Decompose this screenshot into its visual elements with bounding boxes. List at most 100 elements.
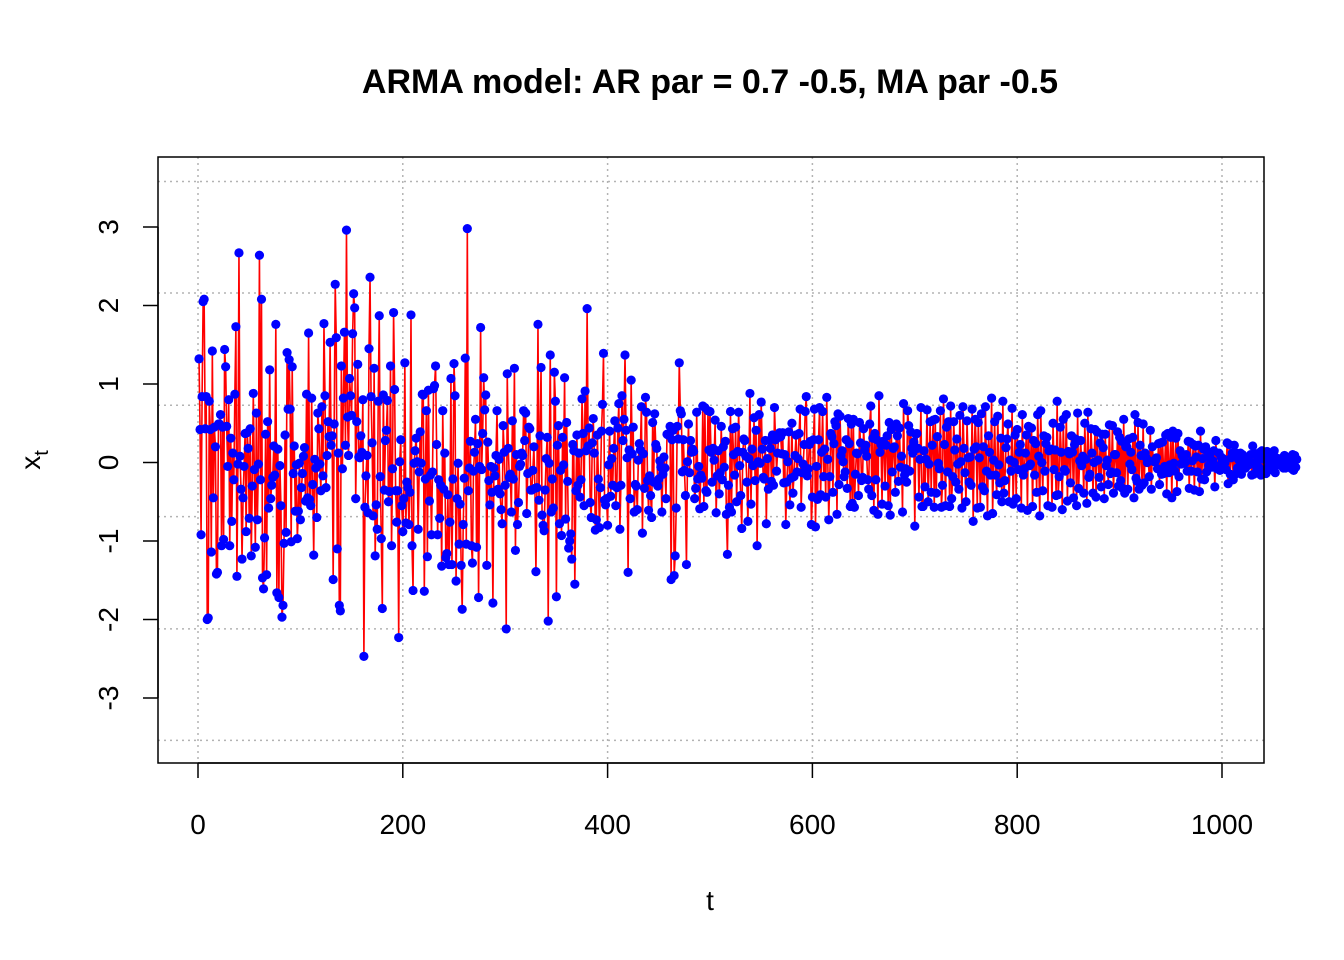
data-point-513	[719, 462, 729, 472]
data-point-357	[559, 373, 570, 383]
data-point-558	[765, 443, 776, 453]
data-point-293	[494, 454, 504, 464]
data-point-316	[518, 450, 528, 461]
x-tick-label-0: 0	[190, 809, 206, 840]
data-point-311	[512, 519, 523, 530]
data-point-178	[376, 534, 386, 544]
data-point-177	[375, 472, 385, 482]
data-point-754	[966, 480, 976, 490]
data-point-895	[1110, 450, 1121, 460]
data-point-407	[611, 501, 621, 511]
data-point-424	[628, 422, 638, 432]
data-point-740	[952, 434, 962, 444]
data-point-110	[307, 393, 317, 403]
data-point-86	[282, 348, 292, 358]
data-point-743	[955, 410, 965, 420]
data-point-552	[759, 474, 769, 484]
data-point-37	[232, 571, 242, 581]
data-point-616	[825, 472, 835, 482]
data-point-767	[979, 486, 990, 496]
data-point-842	[1056, 447, 1066, 457]
data-point-275	[476, 322, 486, 333]
data-point-171	[369, 363, 379, 373]
data-point-270	[470, 414, 481, 424]
data-point-297	[498, 421, 508, 431]
data-point-867	[1082, 498, 1092, 508]
data-point-64	[259, 533, 270, 543]
data-point-101	[297, 468, 308, 479]
data-point-738	[950, 445, 960, 455]
data-point-111	[308, 479, 318, 490]
data-point-191	[390, 384, 400, 395]
data-point-314	[515, 459, 526, 469]
data-point-635	[844, 439, 854, 449]
data-point-900	[1116, 475, 1126, 486]
data-point-680	[890, 487, 900, 497]
data-point-296	[497, 519, 507, 529]
data-point-92	[288, 468, 298, 479]
data-point-125	[322, 450, 332, 461]
data-point-919	[1135, 440, 1145, 450]
data-point-838	[1052, 396, 1062, 406]
data-point-835	[1049, 464, 1059, 475]
data-point-477	[682, 457, 693, 467]
data-point-61	[256, 294, 267, 304]
data-point-675	[885, 510, 895, 520]
data-point-375	[578, 428, 588, 439]
data-point-911	[1127, 464, 1137, 475]
data-point-975	[1192, 467, 1203, 477]
data-point-259	[459, 473, 469, 483]
data-point-572	[780, 450, 790, 460]
data-point-964	[1181, 450, 1191, 460]
data-point-183	[381, 425, 392, 435]
data-point-652	[862, 451, 872, 461]
data-point-766	[978, 442, 989, 452]
data-point-466	[671, 503, 681, 513]
data-point-1029	[1248, 441, 1258, 451]
data-point-320	[522, 508, 532, 519]
grid-lines	[158, 157, 1264, 763]
data-point-356	[558, 460, 569, 470]
data-point-422	[626, 375, 636, 385]
data-point-950	[1167, 493, 1177, 503]
data-point-756	[968, 516, 978, 526]
data-point-629	[838, 457, 848, 467]
data-point-318	[520, 435, 530, 446]
data-point-744	[956, 457, 966, 467]
data-point-225	[424, 496, 435, 506]
data-point-793	[1006, 466, 1016, 476]
data-point-1071	[1291, 462, 1301, 472]
data-point-775	[988, 508, 998, 519]
data-point-516	[722, 549, 733, 559]
data-point-609	[818, 406, 828, 417]
data-point-807	[1020, 448, 1030, 458]
data-point-302	[503, 443, 513, 453]
data-point-423	[627, 449, 637, 459]
data-point-893	[1108, 488, 1119, 498]
data-point-361	[564, 543, 574, 553]
data-point-355	[557, 432, 568, 442]
data-point-12	[206, 547, 216, 557]
data-point-644	[853, 490, 864, 501]
data-point-826	[1040, 466, 1050, 476]
data-point-823	[1037, 457, 1047, 468]
data-point-448	[653, 481, 663, 491]
data-point-133	[330, 279, 340, 289]
data-point-928	[1144, 472, 1154, 482]
data-point-476	[681, 559, 692, 570]
data-point-278	[479, 373, 489, 383]
data-point-674	[884, 417, 894, 428]
data-point-16	[210, 442, 221, 452]
data-point-876	[1091, 492, 1101, 502]
data-point-887	[1102, 455, 1112, 465]
data-point-753	[965, 452, 975, 462]
data-point-817	[1031, 439, 1041, 449]
data-point-217	[416, 458, 426, 468]
data-point-701	[912, 428, 922, 439]
data-point-319	[521, 408, 531, 418]
data-point-533	[740, 435, 750, 446]
data-point-683	[893, 476, 904, 486]
data-point-687	[897, 507, 908, 517]
data-point-342	[544, 458, 554, 468]
data-point-240	[440, 448, 450, 458]
